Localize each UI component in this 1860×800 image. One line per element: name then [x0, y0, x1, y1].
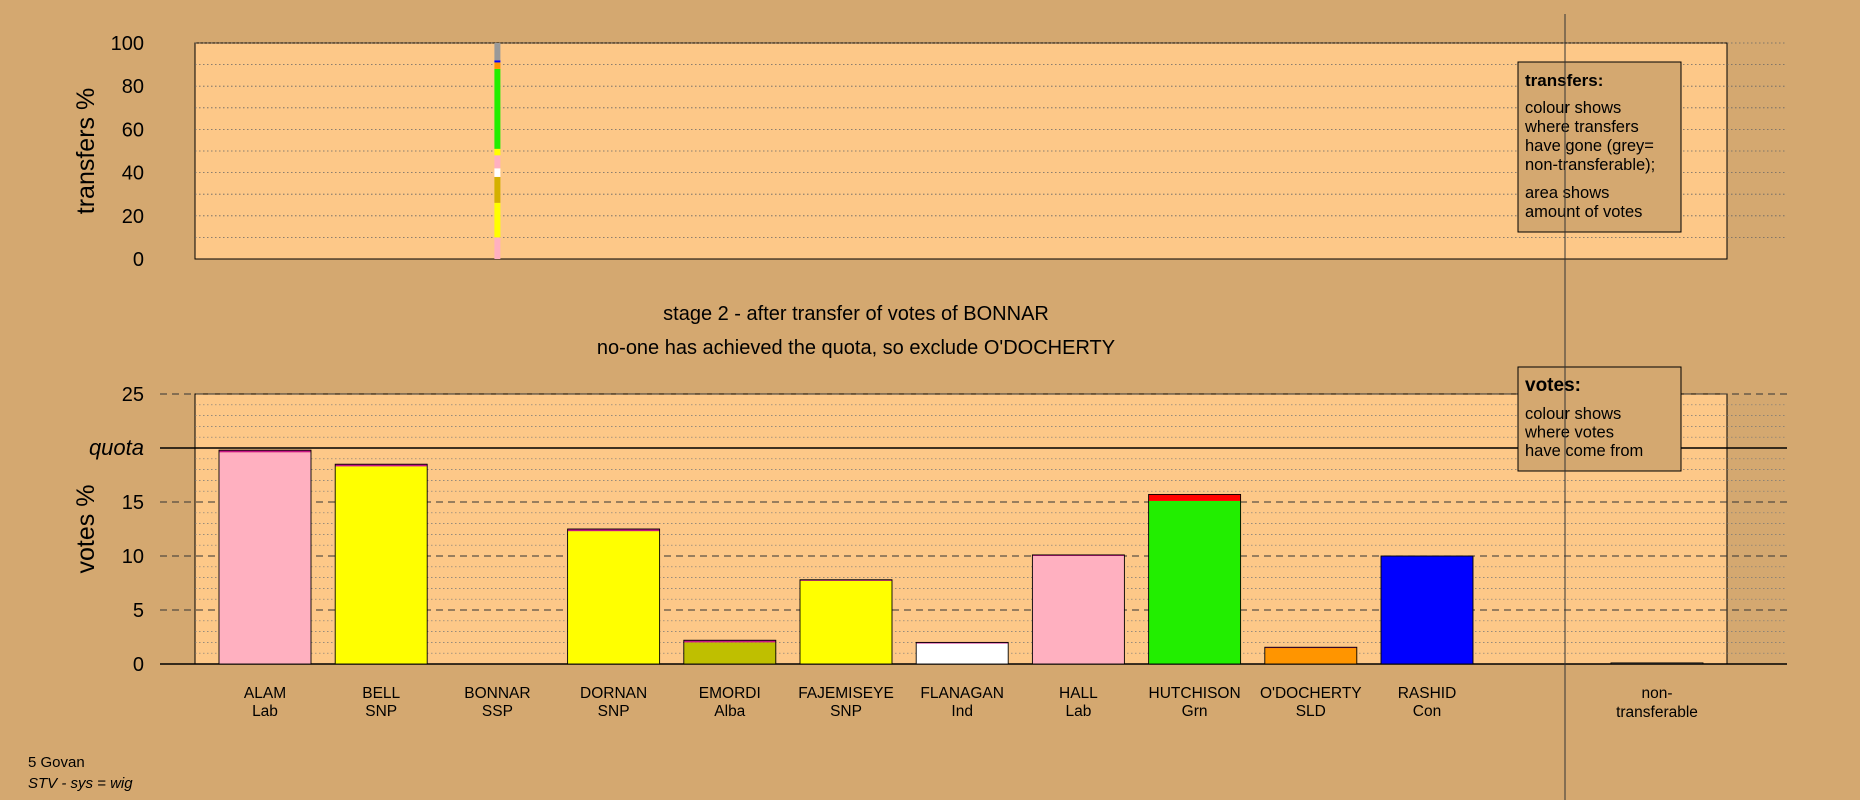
- vote-bar-segment: [567, 531, 660, 664]
- candidate-party-label: Grn: [1182, 703, 1208, 720]
- vote-bar-segment: [567, 529, 660, 532]
- candidate-party-label: Lab: [1065, 703, 1091, 720]
- candidate-party-label: Ind: [951, 703, 973, 720]
- vote-bar-outline: [334, 463, 428, 665]
- stage-title: stage 2 - after transfer of votes of BON…: [663, 303, 1049, 325]
- area-label: 5 Govan: [28, 754, 85, 771]
- candidate-name-label: HALL: [1059, 685, 1098, 702]
- vote-bar-segment: [335, 466, 428, 664]
- transfers-y-tick-label: 40: [122, 163, 144, 185]
- vote-bar-segment: [219, 450, 311, 453]
- candidate-name-label: FAJEMISEYE: [798, 685, 894, 702]
- transfer-segment-alam: [494, 155, 501, 169]
- transfers-plot-area: [194, 42, 1728, 260]
- transfers-legend-line: colour shows: [1525, 99, 1621, 117]
- vote-bar-outline: [1264, 646, 1358, 665]
- transfers-y-tick-label: 20: [122, 206, 144, 228]
- candidate-name-label: BONNAR: [464, 685, 530, 702]
- candidate-party-label: SNP: [365, 703, 397, 720]
- vote-bar-outline: [799, 579, 893, 665]
- votes-legend-line: where votes: [1524, 424, 1614, 442]
- transfers-y-tick-label: 80: [122, 76, 144, 98]
- transfer-segment-emordi: [494, 176, 501, 203]
- transfers-legend-line: amount of votes: [1525, 203, 1642, 221]
- candidate-name-label: HUTCHISON: [1149, 685, 1241, 702]
- votes-legend-title: votes:: [1525, 375, 1581, 396]
- transfer-segment-non-transferable: [494, 43, 501, 61]
- transfers-y-tick-label: 0: [133, 249, 144, 271]
- candidate-party-label: SNP: [830, 703, 862, 720]
- vote-bar-segment: [1032, 556, 1125, 664]
- vote-bar-outline: [218, 449, 312, 665]
- candidate-party-label: Alba: [714, 703, 745, 720]
- votes-y-tick-label: 5: [133, 600, 144, 622]
- vote-bar-segment: [1611, 662, 1703, 664]
- transfers-legend-title: transfers:: [1525, 71, 1603, 90]
- vote-bar-outline: [915, 641, 1009, 665]
- candidate-name-label: DORNAN: [580, 685, 647, 702]
- votes-y-axis-label: votes %: [72, 485, 100, 574]
- votes-y-tick-label: 25: [122, 384, 144, 406]
- votes-legend-line: colour shows: [1525, 405, 1621, 423]
- candidate-name-label: O'DOCHERTY: [1260, 685, 1362, 702]
- candidate-name-label: BELL: [362, 685, 400, 702]
- votes-y-tick-label: 0: [133, 654, 144, 676]
- candidate-party-label: SNP: [598, 703, 630, 720]
- candidate-name-label: EMORDI: [699, 685, 761, 702]
- candidate-party-label: Lab: [252, 703, 278, 720]
- transfers-y-tick-label: 100: [111, 33, 144, 55]
- candidate-party-label: SLD: [1296, 703, 1326, 720]
- vote-bar-segment: [800, 579, 892, 581]
- candidate-name-label: RASHID: [1398, 685, 1457, 702]
- vote-bar-segment: [335, 464, 428, 467]
- vote-bar-outline: [1031, 554, 1125, 665]
- quota-label: quota: [89, 435, 144, 460]
- system-label: STV - sys = wig: [28, 775, 133, 792]
- vote-bar-segment: [1148, 500, 1241, 664]
- transfers-legend-line: have gone (grey=: [1525, 137, 1654, 155]
- candidate-name-label: FLANAGAN: [920, 685, 1004, 702]
- vote-bar-outline: [1148, 493, 1242, 665]
- vote-bar-segment: [916, 643, 1009, 664]
- vote-bar-segment: [683, 642, 776, 664]
- stage-subtitle: no-one has achieved the quota, so exclud…: [597, 337, 1115, 359]
- transfer-segment-hutchison: [494, 68, 501, 149]
- transfers-legend-line: area shows: [1525, 184, 1609, 202]
- transfers-y-tick-label: 60: [122, 119, 144, 141]
- transfer-segment-bell: [494, 207, 501, 238]
- transfers-y-axis-label: transfers %: [72, 88, 100, 214]
- vote-bar-segment: [1381, 556, 1473, 664]
- transfer-segment-hall: [494, 237, 501, 259]
- votes-y-tick-label: 15: [122, 492, 144, 514]
- nontransferable-label: transferable: [1616, 704, 1698, 721]
- candidate-party-label: Con: [1413, 703, 1441, 720]
- transfer-segment-dornan: [494, 202, 501, 208]
- candidate-party-label: SSP: [482, 703, 513, 720]
- vote-bar-segment: [800, 580, 892, 664]
- vote-bar-segment: [683, 640, 776, 643]
- nontransferable-label: non-: [1641, 685, 1672, 702]
- vote-bar-outline: [683, 639, 777, 665]
- transfers-legend-box: [1517, 61, 1682, 233]
- transfers-legend-line: where transfers: [1524, 118, 1639, 136]
- candidate-name-label: ALAM: [244, 685, 286, 702]
- vote-bar-segment: [219, 452, 311, 664]
- transfer-segment-rashid: [494, 60, 501, 63]
- transfer-segment-fajemiseye: [494, 148, 501, 156]
- vote-bar-outline: [567, 528, 661, 665]
- vote-bar-segment: [916, 642, 1009, 644]
- vote-bar-segment: [1148, 494, 1241, 501]
- votes-legend-box: [1517, 366, 1682, 472]
- votes-legend-line: have come from: [1525, 442, 1643, 460]
- votes-y-tick-label: 10: [122, 546, 144, 568]
- transfer-segment-o-docherty: [494, 62, 501, 69]
- transfer-segment-flanagan: [494, 168, 501, 177]
- vote-bar-outline: [1610, 662, 1704, 665]
- vote-bar-outline: [1380, 555, 1474, 665]
- transfers-legend-line: non-transferable);: [1525, 156, 1655, 174]
- vote-bar-segment: [1032, 554, 1125, 556]
- vote-bar-segment: [1264, 647, 1357, 664]
